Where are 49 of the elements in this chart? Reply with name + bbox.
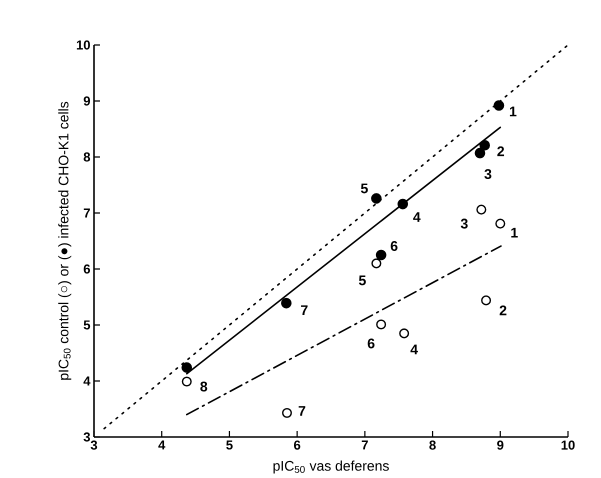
point [494, 100, 504, 111]
point [481, 295, 492, 306]
y-tick-label: 4 [83, 376, 90, 386]
point [495, 218, 506, 229]
point [476, 204, 486, 215]
annotation: 1 [510, 106, 516, 116]
point [399, 328, 410, 338]
annotation: 6 [390, 241, 398, 251]
x-tick-label: 6 [294, 440, 300, 450]
point [281, 298, 292, 308]
x-tick-label: 8 [429, 440, 436, 450]
annotation: 1 [511, 228, 518, 238]
annotation: 5 [358, 276, 366, 286]
y-tick-label: 5 [84, 320, 90, 330]
x-tick-label: 7 [362, 440, 368, 450]
annotation: 6 [368, 338, 374, 348]
point [181, 362, 192, 373]
annotation: 2 [497, 146, 504, 156]
y-tick-label: 3 [84, 432, 90, 442]
annotation: 3 [460, 218, 468, 229]
annotation: 2 [500, 305, 506, 316]
y-tick-label: 7 [84, 208, 90, 218]
annotation: 4 [413, 212, 421, 222]
annotation: 7 [298, 406, 306, 416]
point [371, 258, 382, 268]
point [282, 408, 292, 418]
annotation: 4 [410, 344, 418, 354]
point [376, 319, 386, 330]
y-tick-label: 10 [76, 40, 90, 50]
annotation: 5 [360, 184, 368, 194]
annotation: 7 [301, 305, 308, 315]
x-tick-label: 9 [497, 440, 504, 450]
point [479, 140, 490, 151]
x-tick-label: 4 [158, 440, 166, 450]
annotation: 3 [484, 169, 492, 180]
x-tick-label: 5 [226, 440, 233, 450]
point [376, 250, 386, 260]
x-axis-title: pIC$_{50}$ vas deferens [274, 460, 389, 474]
annotation: 8 [200, 382, 208, 392]
y-axis-title: pIC$_{50}$ control (○) or (●) infected CHO-K1 cells [58, 102, 72, 380]
point [397, 198, 408, 210]
x-tick-label: 3 [90, 440, 98, 450]
point [474, 148, 486, 158]
y-tick-label: 8 [84, 152, 90, 162]
y-tick-label: 9 [84, 96, 90, 106]
x-tick-label: 10 [562, 440, 575, 450]
point [182, 376, 192, 387]
point [371, 193, 382, 204]
y-tick-label: 6 [84, 264, 90, 274]
